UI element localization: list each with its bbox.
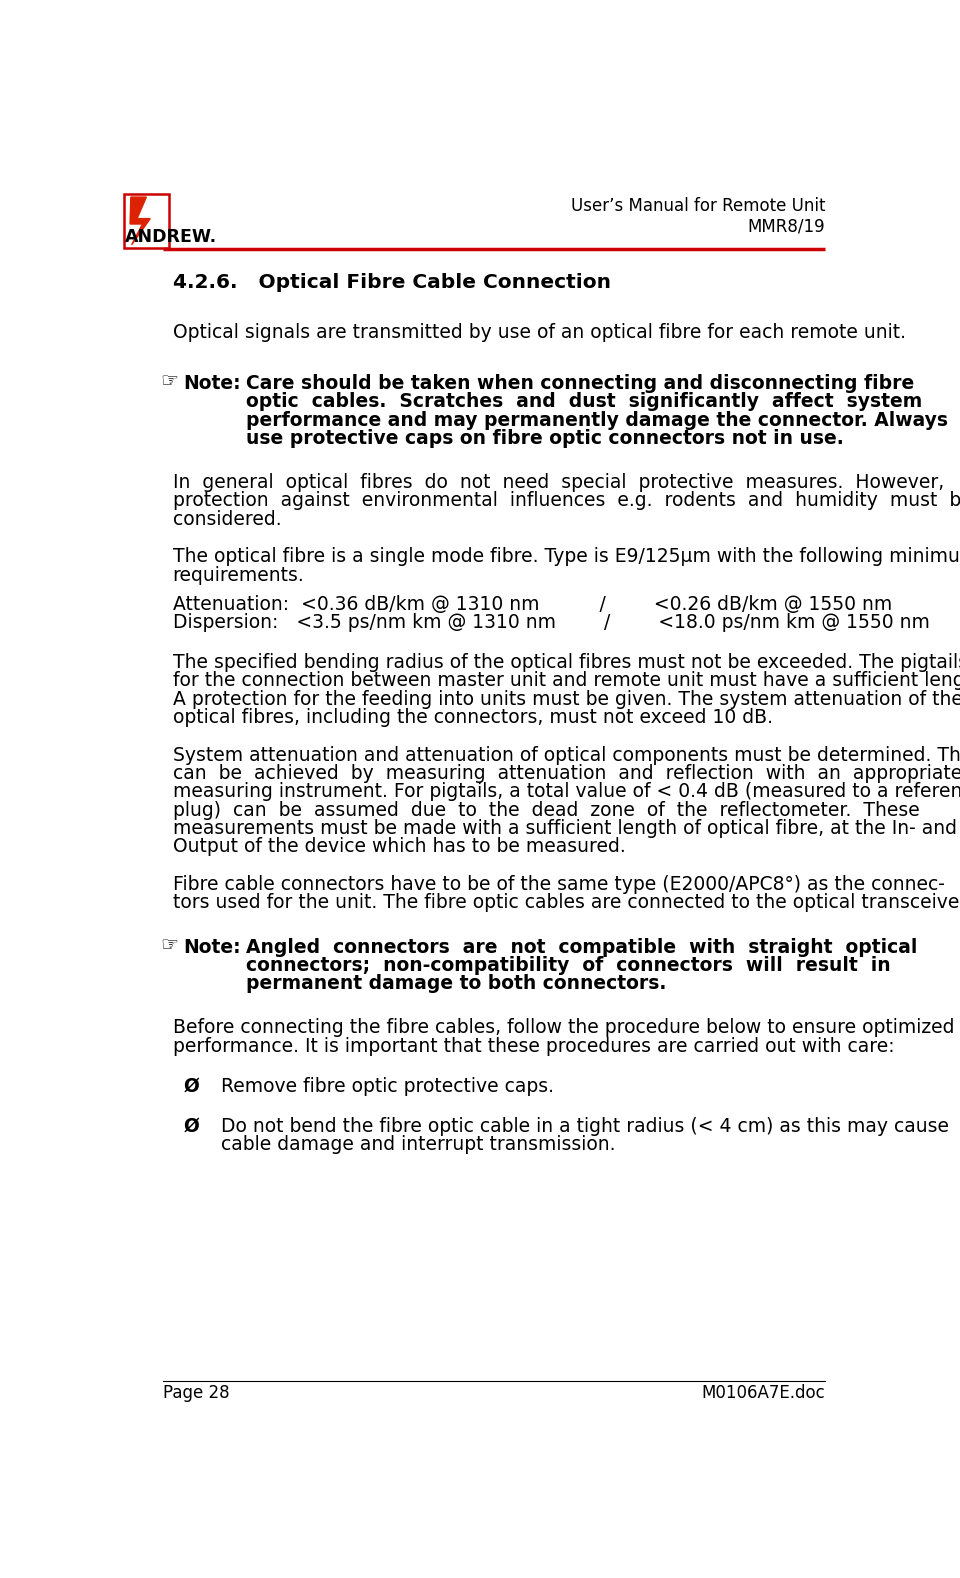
Text: Output of the device which has to be measured.: Output of the device which has to be mea… — [173, 838, 626, 857]
Text: use protective caps on fibre optic connectors not in use.: use protective caps on fibre optic conne… — [246, 429, 843, 448]
Text: ANDREW.: ANDREW. — [125, 229, 217, 246]
Text: ☞: ☞ — [160, 936, 179, 955]
Text: measuring instrument. For pigtails, a total value of < 0.4 dB (measured to a ref: measuring instrument. For pigtails, a to… — [173, 783, 960, 802]
Text: MMR8/19: MMR8/19 — [748, 218, 826, 235]
Text: cable damage and interrupt transmission.: cable damage and interrupt transmission. — [221, 1135, 615, 1154]
Text: performance and may permanently damage the connector. Always: performance and may permanently damage t… — [246, 410, 948, 429]
Text: for the connection between master unit and remote unit must have a sufficient le: for the connection between master unit a… — [173, 671, 960, 691]
Text: Do not bend the fibre optic cable in a tight radius (< 4 cm) as this may cause: Do not bend the fibre optic cable in a t… — [221, 1117, 948, 1136]
Text: can  be  achieved  by  measuring  attenuation  and  reflection  with  an  approp: can be achieved by measuring attenuation… — [173, 764, 960, 783]
Text: measurements must be made with a sufficient length of optical fibre, at the In- : measurements must be made with a suffici… — [173, 819, 957, 838]
Text: Optical signals are transmitted by use of an optical fibre for each remote unit.: Optical signals are transmitted by use o… — [173, 323, 905, 342]
Text: optic  cables.  Scratches  and  dust  significantly  affect  system: optic cables. Scratches and dust signifi… — [246, 393, 922, 412]
Text: protection  against  environmental  influences  e.g.  rodents  and  humidity  mu: protection against environmental influen… — [173, 491, 960, 510]
FancyBboxPatch shape — [124, 194, 169, 248]
Text: Before connecting the fibre cables, follow the procedure below to ensure optimiz: Before connecting the fibre cables, foll… — [173, 1018, 954, 1037]
Text: Note:: Note: — [183, 374, 241, 393]
Text: Fibre cable connectors have to be of the same type (E2000/APC8°) as the connec-: Fibre cable connectors have to be of the… — [173, 876, 945, 895]
Text: Attenuation:  <0.36 dB/km @ 1310 nm          /        <0.26 dB/km @ 1550 nm: Attenuation: <0.36 dB/km @ 1310 nm / <0.… — [173, 595, 892, 614]
Text: Page 28: Page 28 — [162, 1384, 229, 1403]
Text: Remove fibre optic protective caps.: Remove fibre optic protective caps. — [221, 1076, 554, 1095]
Text: Ø: Ø — [183, 1076, 200, 1095]
Polygon shape — [130, 197, 150, 245]
Text: Angled  connectors  are  not  compatible  with  straight  optical: Angled connectors are not compatible wit… — [246, 937, 917, 956]
Text: The optical fibre is a single mode fibre. Type is E9/125µm with the following mi: The optical fibre is a single mode fibre… — [173, 548, 960, 567]
Text: M0106A7E.doc: M0106A7E.doc — [702, 1384, 826, 1403]
Text: optical fibres, including the connectors, must not exceed 10 dB.: optical fibres, including the connectors… — [173, 709, 773, 727]
Text: In  general  optical  fibres  do  not  need  special  protective  measures.  How: In general optical fibres do not need sp… — [173, 473, 944, 492]
Text: tors used for the unit. The fibre optic cables are connected to the optical tran: tors used for the unit. The fibre optic … — [173, 893, 960, 912]
Text: considered.: considered. — [173, 510, 281, 529]
Text: plug)  can  be  assumed  due  to  the  dead  zone  of  the  reflectometer.  Thes: plug) can be assumed due to the dead zon… — [173, 800, 920, 819]
Text: requirements.: requirements. — [173, 567, 304, 585]
Text: Dispersion:   <3.5 ps/nm km @ 1310 nm        /        <18.0 ps/nm km @ 1550 nm: Dispersion: <3.5 ps/nm km @ 1310 nm / <1… — [173, 614, 929, 633]
Text: 4.2.6.   Optical Fibre Cable Connection: 4.2.6. Optical Fibre Cable Connection — [173, 273, 611, 292]
Text: User’s Manual for Remote Unit: User’s Manual for Remote Unit — [571, 197, 826, 215]
Text: performance. It is important that these procedures are carried out with care:: performance. It is important that these … — [173, 1037, 895, 1056]
Text: Note:: Note: — [183, 937, 241, 956]
Text: ☞: ☞ — [160, 372, 179, 391]
Text: A protection for the feeding into units must be given. The system attenuation of: A protection for the feeding into units … — [173, 690, 960, 709]
Text: Care should be taken when connecting and disconnecting fibre: Care should be taken when connecting and… — [246, 374, 914, 393]
Text: connectors;  non-compatibility  of  connectors  will  result  in: connectors; non-compatibility of connect… — [246, 956, 890, 975]
Text: The specified bending radius of the optical fibres must not be exceeded. The pig: The specified bending radius of the opti… — [173, 653, 960, 672]
Text: permanent damage to both connectors.: permanent damage to both connectors. — [246, 974, 666, 993]
Text: Ø: Ø — [183, 1117, 200, 1136]
Text: System attenuation and attenuation of optical components must be determined. Thi: System attenuation and attenuation of op… — [173, 746, 960, 765]
